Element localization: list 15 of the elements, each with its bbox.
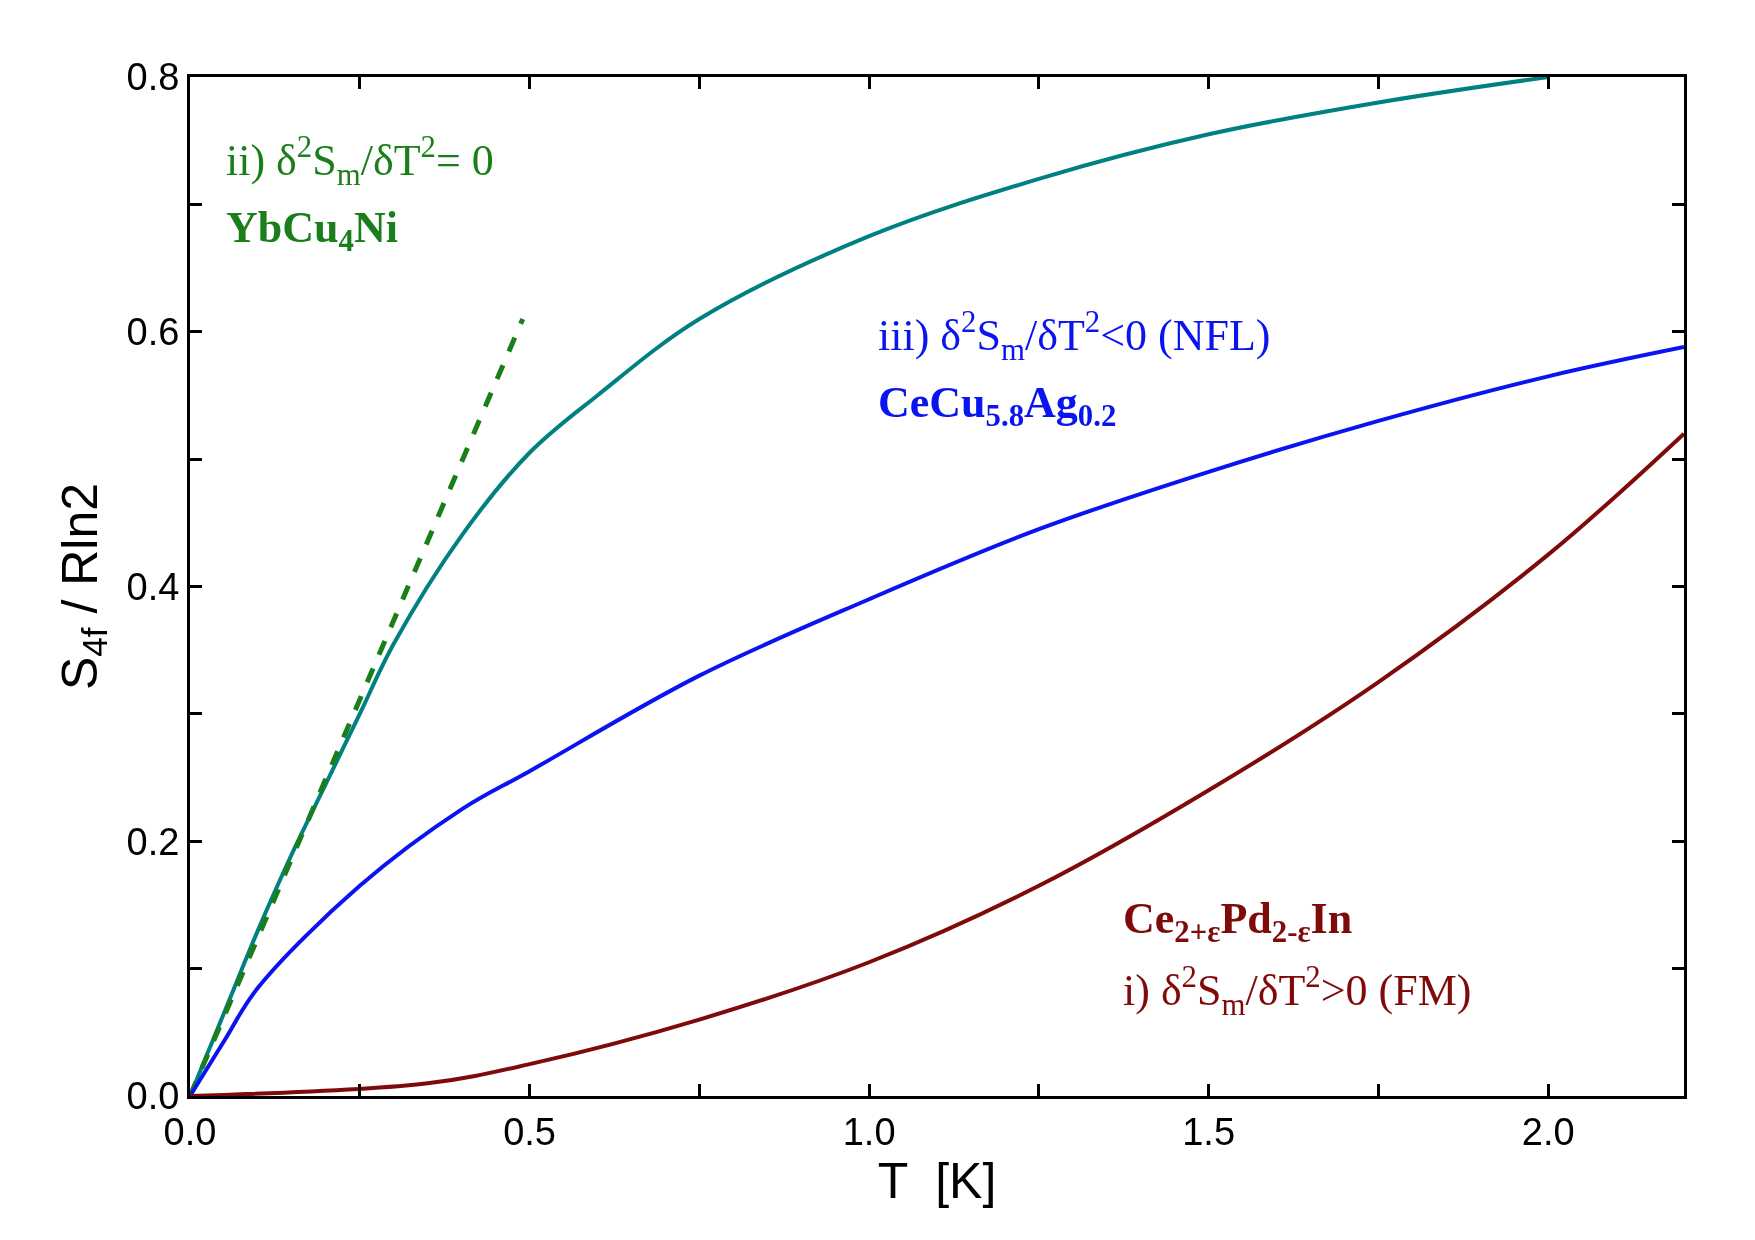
y-tick-label: 0.6: [126, 311, 180, 354]
x-tick-label: 1.0: [842, 1110, 896, 1153]
annotation: iii) δ$^{2}$S$_{m}$/δT$^{2}$<0 (NFL): [878, 305, 1271, 367]
x-tick-label: 1.5: [1182, 1110, 1236, 1153]
series-label: Ce$_{2+ε}$Pd$_{2-ε}$In: [1123, 894, 1353, 950]
annotation: ii) δ$^{2}$S$_{m}$/δT$^{2}$= 0: [226, 130, 494, 192]
x-tick-label: 0.5: [503, 1110, 556, 1153]
y-tick-label: 0.2: [126, 820, 180, 863]
annotation: i) δ$^{2}$S$_{m}$/δT$^{2}$>0 (FM): [1123, 960, 1472, 1022]
y-tick-label: 0.8: [126, 56, 180, 99]
series-label: CeCu$_{5.8}$Ag$_{0.2}$: [878, 378, 1117, 434]
text: YbCu$_{4}$Ni: [226, 203, 398, 259]
x-tick-label: 2.0: [1521, 1110, 1575, 1153]
x-axis-title: T [K]: [877, 1152, 997, 1209]
y-tick-label: 0.4: [126, 565, 180, 608]
